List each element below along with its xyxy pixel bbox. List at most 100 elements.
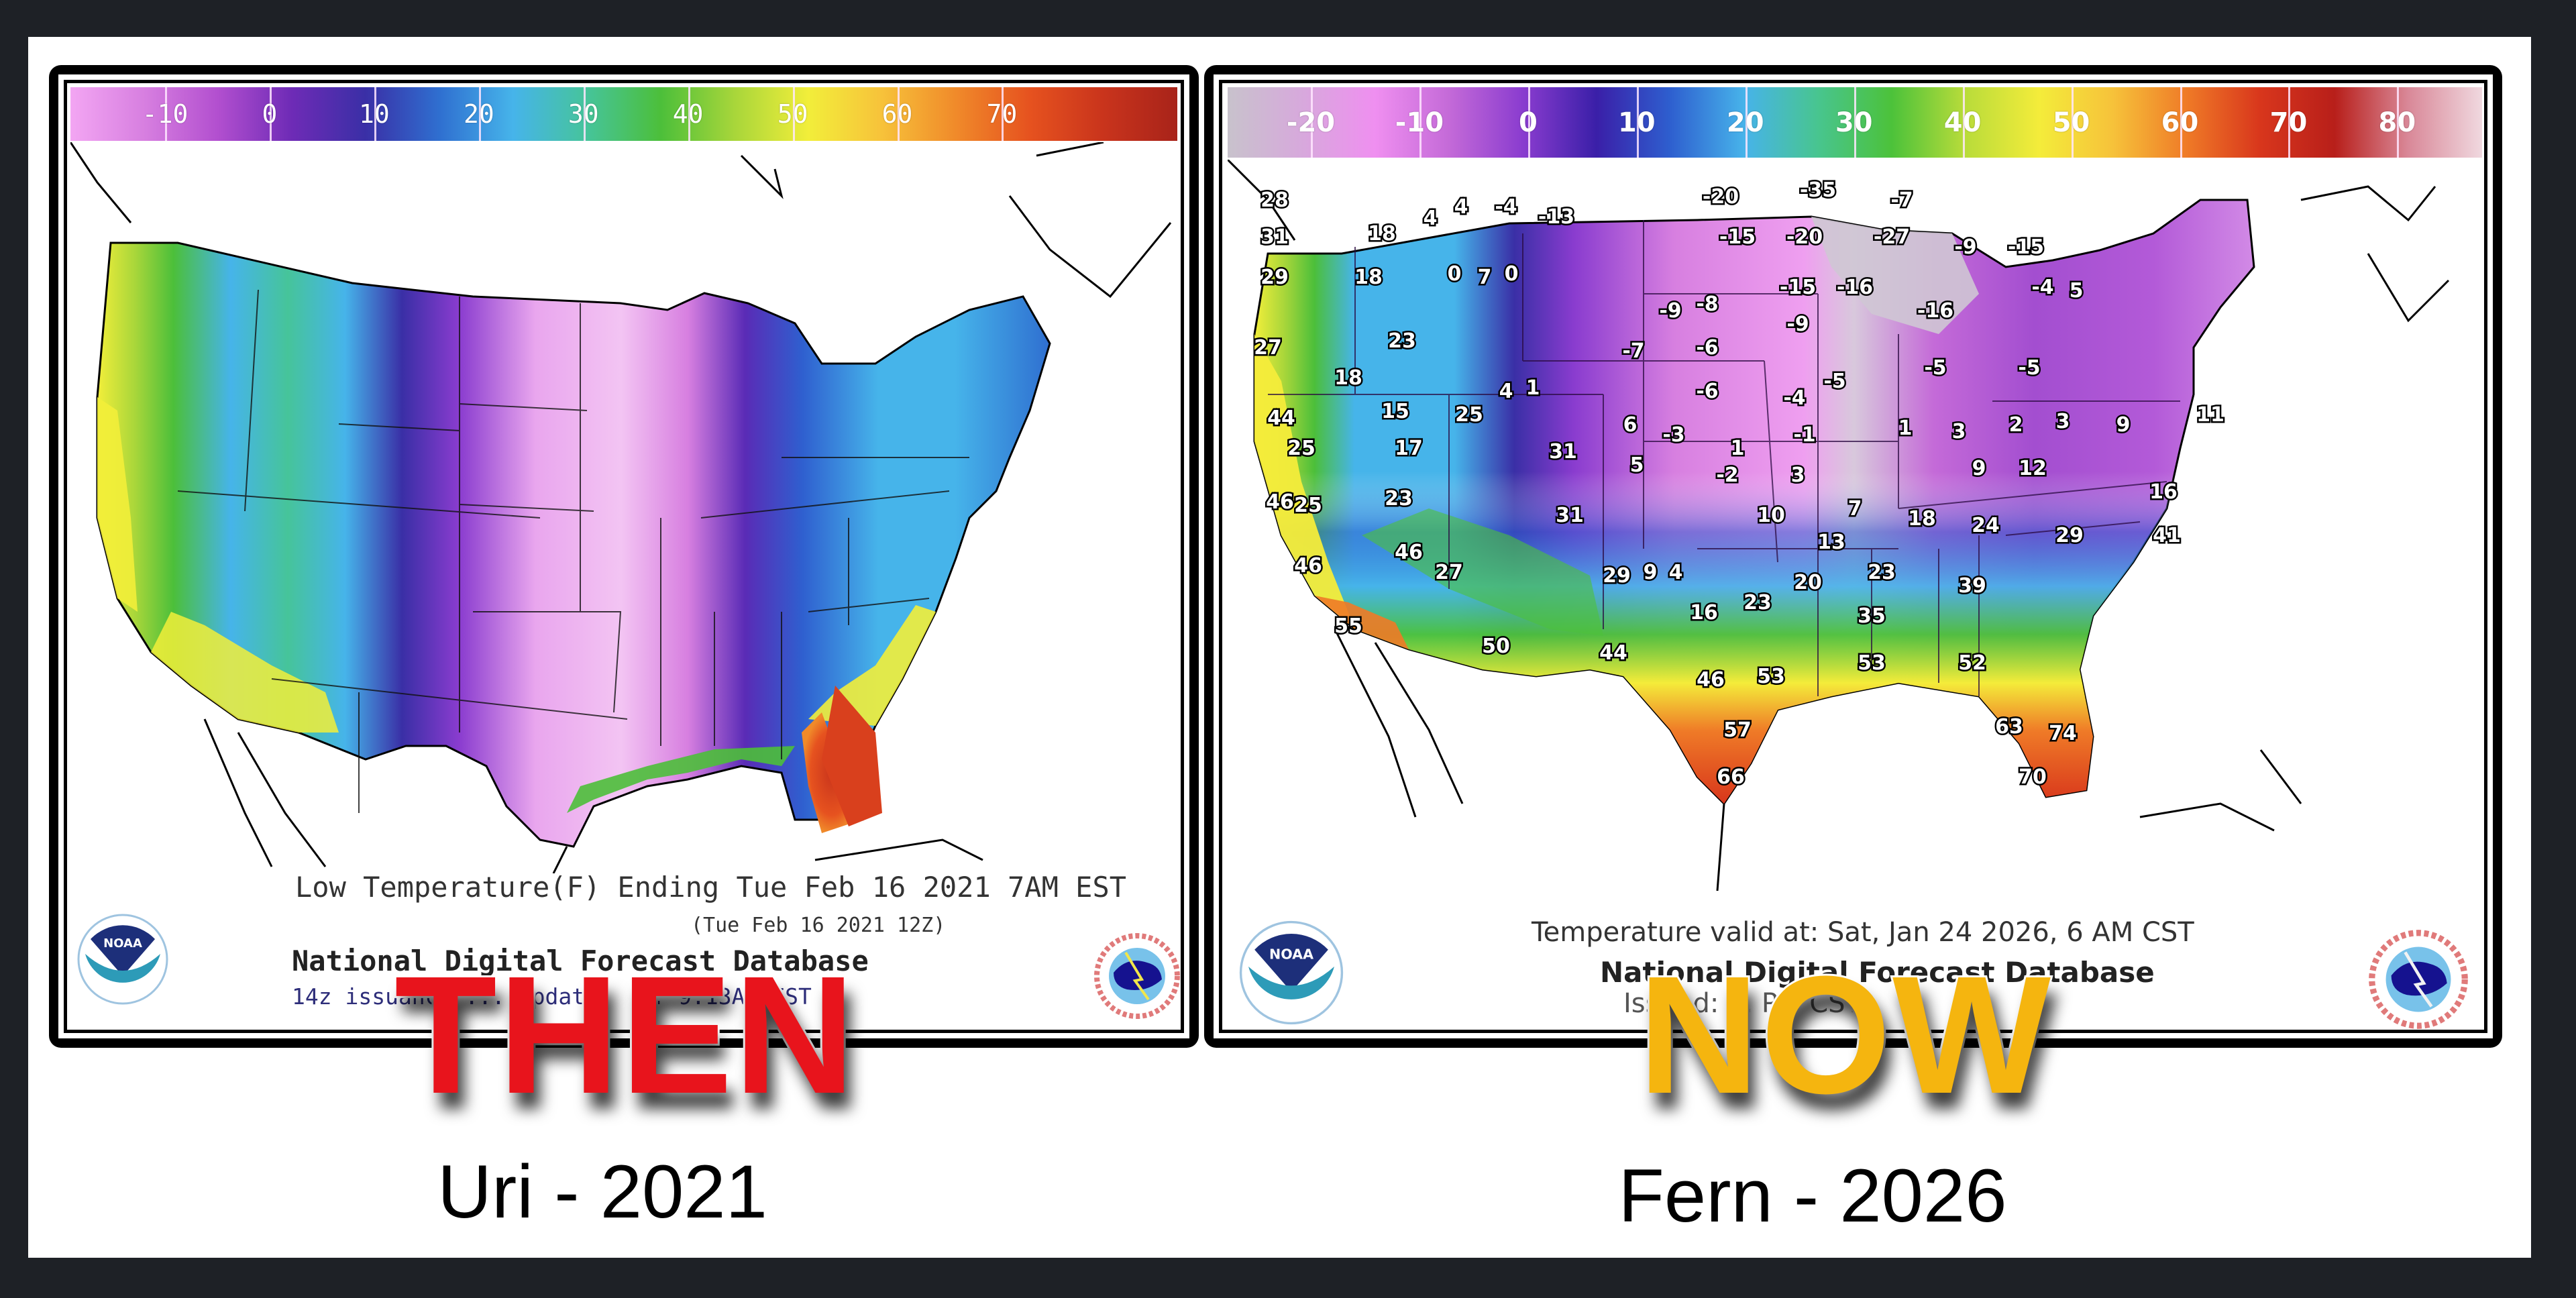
station-temp-label: 18 [1354, 266, 1383, 289]
now-colorbar: -20 -10 0 10 20 30 40 50 60 70 80 [1228, 87, 2482, 158]
station-temp-label: 31 [1556, 504, 1584, 527]
station-temp-label: 5 [1630, 453, 1644, 477]
station-temp-label: 7 [1848, 497, 1862, 521]
station-temp-label: 44 [1599, 641, 1627, 665]
station-temp-label: 17 [1395, 437, 1423, 460]
station-temp-label: 3 [1791, 464, 1805, 487]
noaa-logo: NOAA [1238, 919, 1345, 1026]
colorbar-tick [2288, 87, 2291, 158]
station-temp-label: 28 [1260, 188, 1289, 212]
station-temp-label: 4 [1499, 380, 1513, 403]
station-temp-label: -1 [1793, 423, 1815, 447]
station-temp-label: -2 [1716, 464, 1738, 487]
station-temp-label: 13 [1817, 531, 1845, 554]
station-temp-label: -16 [1837, 276, 1873, 299]
station-temp-label: 5 [2070, 279, 2084, 303]
station-temp-label: 31 [1260, 225, 1289, 249]
station-temp-label: 27 [1254, 336, 1282, 360]
station-temp-label: 18 [1368, 222, 1396, 246]
station-temp-label: 70 [2019, 765, 2047, 789]
station-temp-label: -13 [1538, 205, 1574, 229]
colorbar-tick [1419, 87, 1421, 158]
colorbar-tick-label: 40 [672, 99, 704, 129]
nws-logo [1093, 932, 1181, 1020]
station-temp-label: 1 [1526, 376, 1540, 400]
station-temp-label: -27 [1874, 225, 1910, 249]
colorbar-tick-label: 70 [986, 99, 1018, 129]
now-caption: Fern - 2026 [1618, 1154, 2007, 1238]
station-temp-label: 53 [1858, 651, 1886, 675]
station-temp-label: -20 [1703, 185, 1739, 209]
colorbar-tick-label: -10 [1395, 107, 1444, 138]
colorbar-tick-label: 20 [1726, 107, 1764, 138]
station-temp-label: -8 [1696, 292, 1718, 316]
station-temp-label: 46 [1697, 668, 1725, 692]
colorbar-tick-label: -20 [1286, 107, 1336, 138]
then-colorbar: -10 0 10 20 30 40 50 60 70 [70, 87, 1177, 141]
station-temp-label: -5 [1823, 370, 1845, 393]
nws-logo [2368, 929, 2469, 1030]
colorbar-tick [1636, 87, 1639, 158]
colorbar-tick [1310, 87, 1313, 158]
colorbar-tick-label: 10 [1617, 107, 1656, 138]
station-temp-label: 25 [1287, 437, 1316, 460]
colorbar-tick-label: 50 [2052, 107, 2090, 138]
station-temp-label: 50 [1482, 635, 1510, 658]
colorbar-tick [165, 87, 168, 141]
svg-text:NOAA: NOAA [1269, 946, 1313, 962]
now-overlay-label: NOW [1636, 941, 2053, 1128]
station-temp-label: 4 [1424, 207, 1438, 230]
station-temp-label: -35 [1800, 178, 1836, 202]
station-temp-label: -5 [1924, 356, 1946, 380]
colorbar-tick-label: 70 [2269, 107, 2308, 138]
colorbar-tick [583, 87, 586, 141]
then-temperature-map [70, 142, 1177, 873]
then-overlay-label: THEN [392, 941, 857, 1128]
then-issuance-line: 14z issuance ... Updated ... 9:13AM EST [292, 983, 812, 1010]
station-temp-label: 66 [1717, 765, 1745, 789]
colorbar-tick [2397, 87, 2400, 158]
station-temp-label: 55 [1334, 614, 1362, 638]
now-source-label: National Digital Forecast Database [1600, 956, 2155, 989]
station-temp-label: 1 [1898, 417, 1913, 440]
station-temp-label: 53 [1757, 665, 1785, 688]
colorbar-tick [1854, 87, 1856, 158]
station-temp-label: 2 [2009, 413, 2023, 437]
colorbar-tick-label: 60 [881, 99, 913, 129]
station-temp-label: 39 [1958, 574, 1986, 598]
colorbar-tick [2180, 87, 2182, 158]
station-temp-label: -7 [1622, 339, 1644, 363]
station-temp-label: -15 [1780, 276, 1816, 299]
colorbar-tick [478, 87, 481, 141]
station-temp-label: 9 [1644, 561, 1658, 584]
station-temp-label: 29 [1260, 266, 1289, 289]
station-temp-label: -4 [1783, 386, 1805, 410]
station-temp-label: 25 [1455, 403, 1483, 427]
colorbar-tick-label: 50 [777, 99, 808, 129]
colorbar-tick-label: 0 [1518, 107, 1538, 138]
colorbar-tick [1962, 87, 1965, 158]
noaa-logo: NOAA [76, 912, 170, 1006]
station-temp-label: 18 [1908, 507, 1936, 531]
station-temp-label: 4 [1454, 195, 1468, 219]
station-temp-label: 27 [1435, 561, 1463, 584]
colorbar-tick-label: 30 [568, 99, 599, 129]
colorbar-tick-label: 40 [1943, 107, 1982, 138]
station-temp-label: -15 [1719, 225, 1756, 249]
station-temp-label: 63 [1995, 715, 2023, 739]
then-map-subtitle: (Tue Feb 16 2021 12Z) [691, 914, 946, 937]
station-temp-label: 23 [1868, 561, 1896, 584]
colorbar-tick [1527, 87, 1530, 158]
station-temp-label: 29 [2055, 524, 2084, 547]
svg-text:NOAA: NOAA [103, 936, 142, 951]
station-temp-label: 23 [1385, 487, 1413, 510]
colorbar-tick [1745, 87, 1748, 158]
station-temp-label: 46 [1395, 541, 1423, 564]
colorbar-tick-label: 10 [359, 99, 390, 129]
station-temp-label: -4 [1495, 195, 1517, 219]
then-map-title: Low Temperature(F) Ending Tue Feb 16 202… [295, 871, 1127, 904]
station-temp-label: -7 [1890, 188, 1913, 212]
station-temp-label: -6 [1696, 380, 1718, 403]
station-temp-label: -6 [1696, 336, 1718, 360]
now-valid-time: Temperature valid at: Sat, Jan 24 2026, … [1532, 917, 2194, 948]
